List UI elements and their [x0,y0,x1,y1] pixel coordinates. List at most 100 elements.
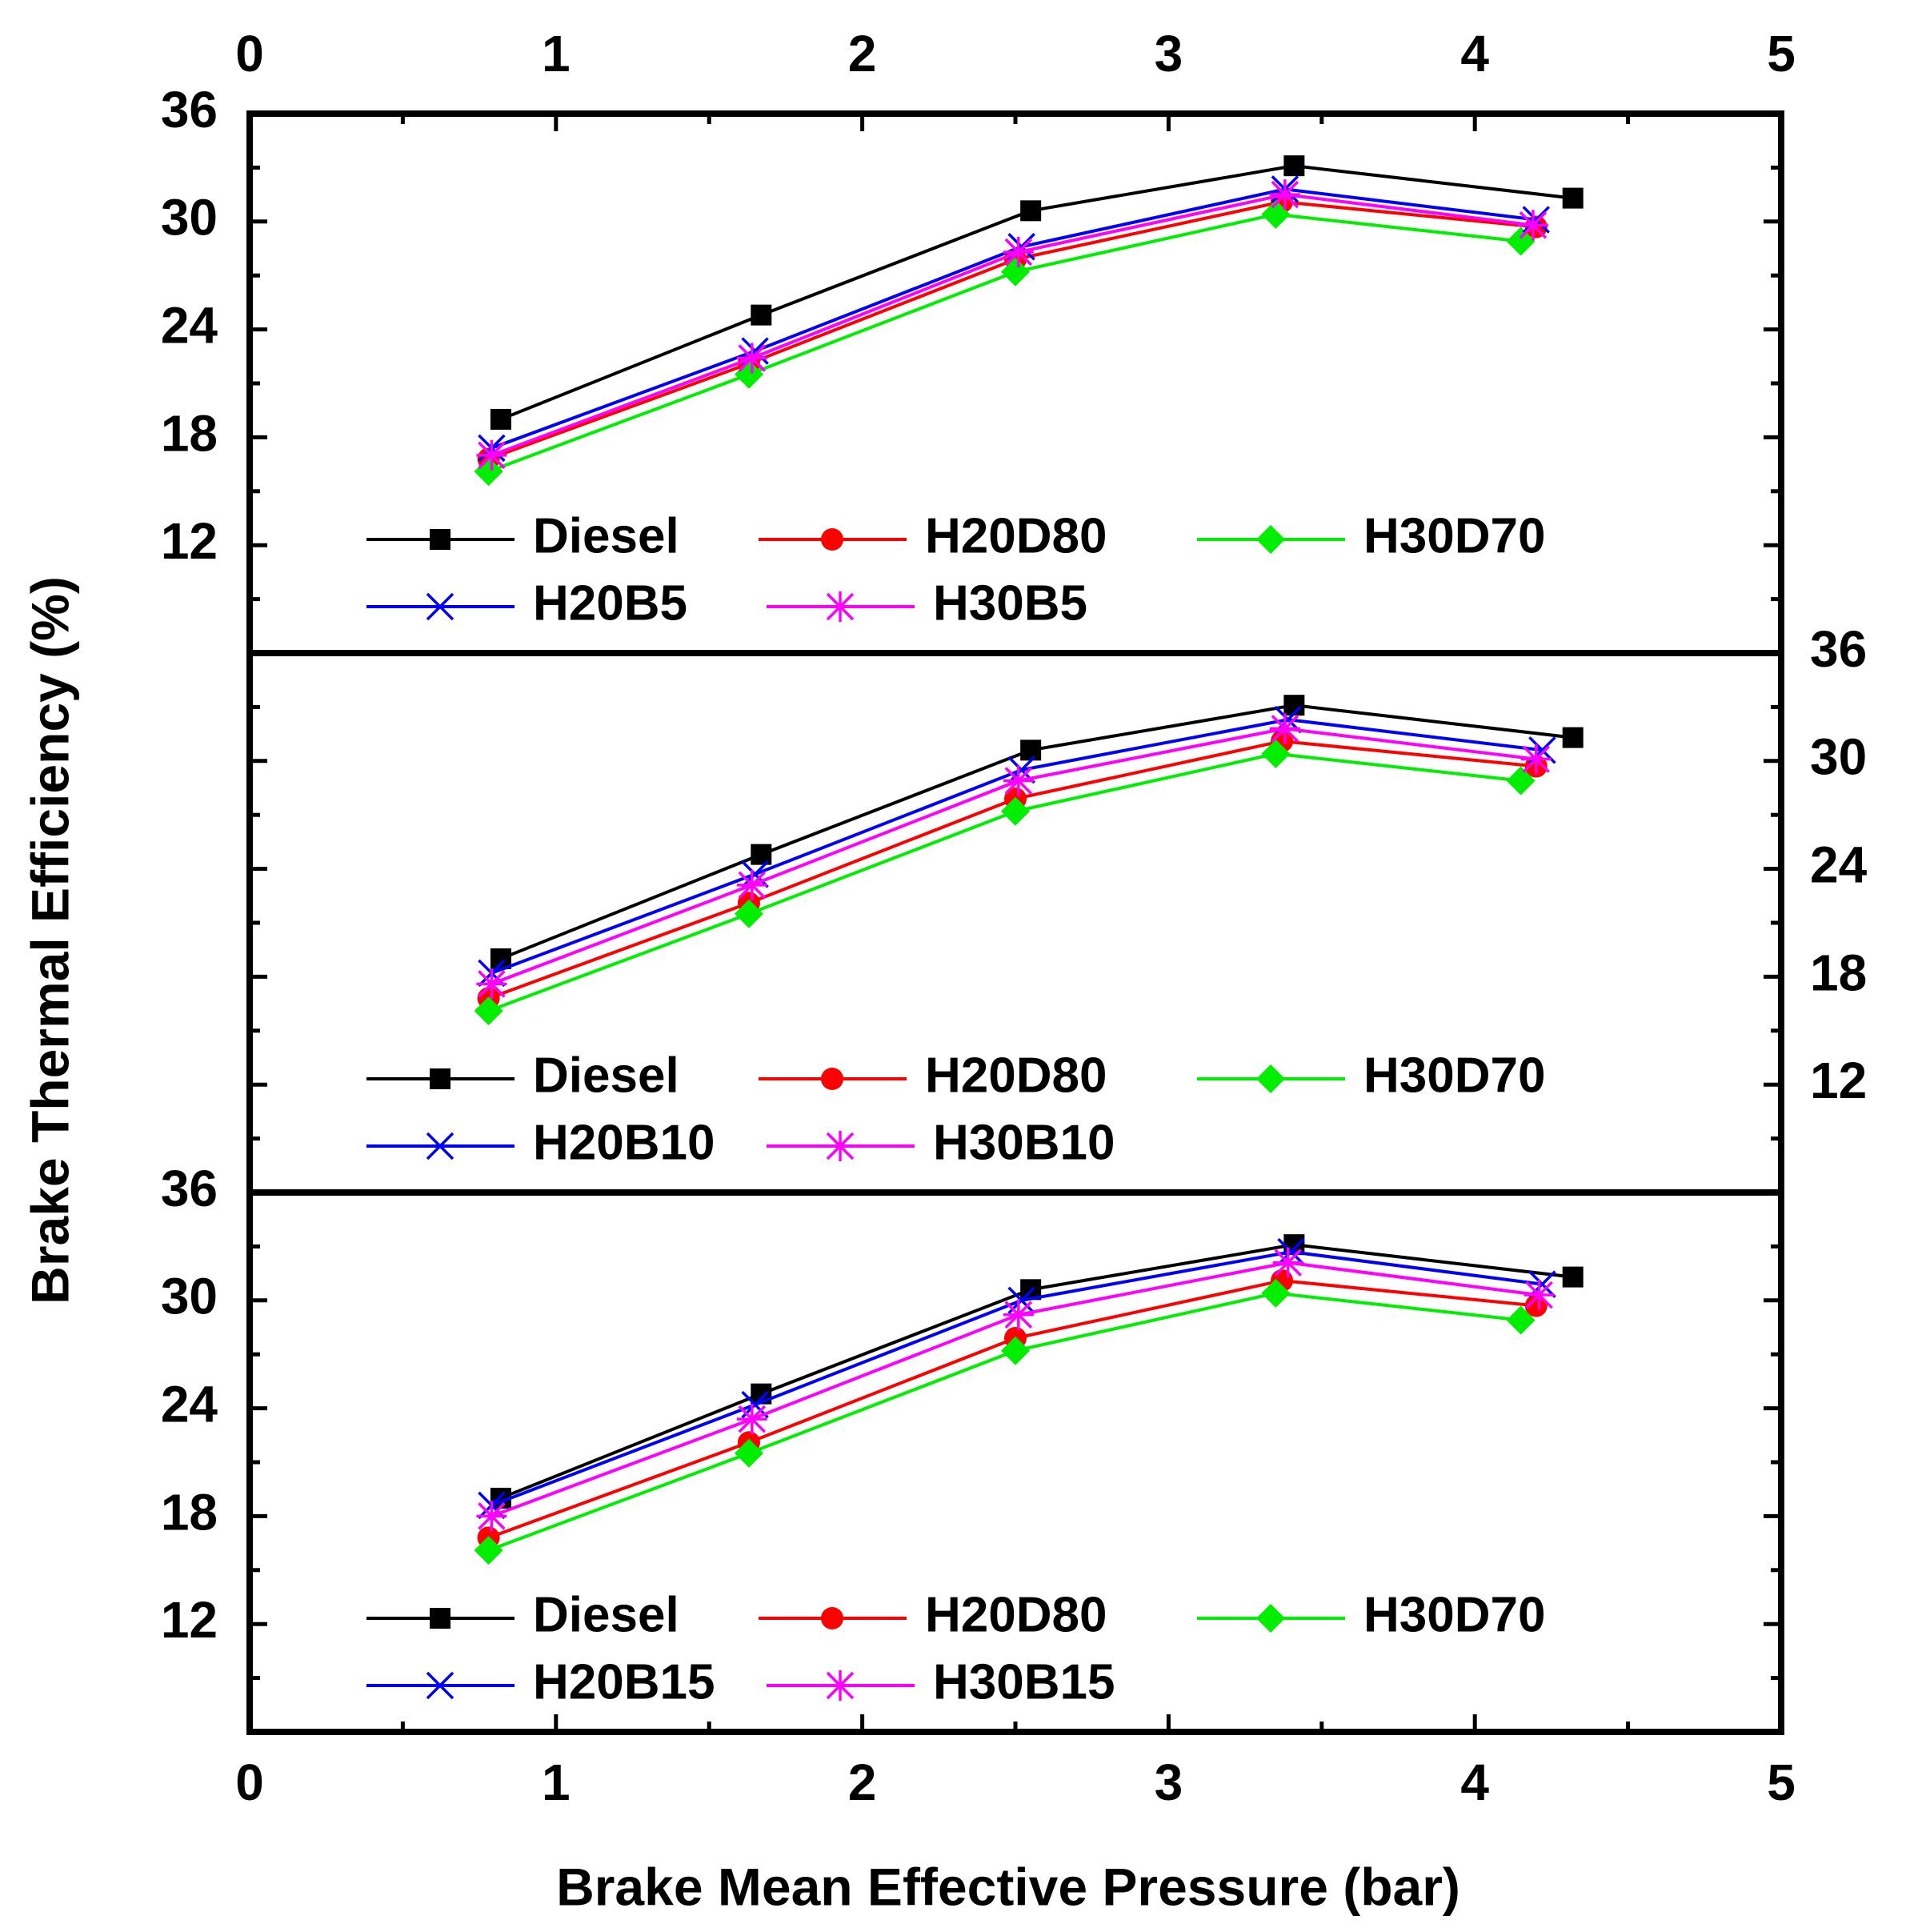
data-point [1261,1278,1291,1308]
legend-swatch-marker [426,1132,454,1160]
y-tick-label-left: 24 [161,1376,218,1433]
data-point [1506,766,1536,796]
y-tick-label-right: 30 [1810,728,1867,786]
data-point [1283,155,1305,177]
data-point [1003,765,1034,796]
data-point [1506,1305,1536,1335]
data-point [1562,1266,1584,1288]
data-point [1261,199,1291,229]
data-point [1524,1280,1555,1311]
y-tick-label-left: 12 [161,512,218,570]
data-point [1003,236,1034,267]
y-tick-label-left: 24 [161,297,218,355]
y-tick-label-left: 36 [161,1160,218,1217]
plot-frame [246,110,1784,1735]
x-axis-title: Brake Mean Effective Pressure (bar) [556,1857,1460,1916]
legend-swatch-marker [430,1068,450,1089]
data-point [736,1404,767,1435]
y-tick-label-left: 36 [161,81,218,138]
legend-label: H20D80 [925,1048,1107,1103]
data-point [1001,796,1030,826]
legend-swatch-marker [1256,1064,1285,1093]
data-point [1520,744,1552,775]
data-point [1020,740,1042,761]
y-tick-label-left: 30 [161,1268,218,1325]
data-point [1562,187,1584,209]
data-point [1517,210,1548,241]
legend-label: H20B15 [533,1654,715,1710]
legend-label: H20D80 [925,1587,1107,1642]
data-point [1562,727,1584,748]
x-tick-label-bottom: 3 [1155,1754,1183,1811]
legend-swatch-marker [426,592,454,621]
legend-swatch-marker [821,1607,843,1629]
data-point [476,1501,507,1532]
data-point [751,304,772,326]
x-tick-label-bottom: 2 [848,1754,877,1811]
data-point [1269,713,1300,744]
data-point [1269,179,1300,210]
y-tick-label-left: 18 [161,1483,218,1541]
legend-label: H20B10 [533,1115,715,1170]
legend-label: H30D70 [1363,1048,1545,1103]
x-tick-label-bottom: 1 [542,1754,571,1811]
data-point [736,869,767,900]
legend-swatch-marker [825,591,855,622]
x-tick-label-top: 0 [235,25,264,82]
legend-swatch-marker [821,528,843,551]
legend-label: H30D70 [1363,1587,1545,1642]
x-tick-label-top: 2 [848,25,877,82]
data-point [734,899,763,928]
data-point [490,408,511,430]
y-tick-label-left: 12 [161,1591,218,1649]
data-point [1020,200,1042,222]
legend-swatch-marker [825,1670,855,1701]
data-point [476,968,507,1000]
data-point [734,1438,763,1468]
legend-label: H30B15 [933,1654,1115,1710]
frame-layer [246,110,1784,1735]
data-point [1003,1299,1034,1330]
x-tick-label-bottom: 0 [235,1754,264,1811]
legend-label: H20B5 [533,575,687,631]
data-point [1522,206,1550,234]
legend-layer: Diesel H20D80 H30D70 H20B5 H30B5 Diesel H20D80… [366,508,1545,1710]
x-tick-label-top: 1 [542,25,571,82]
x-tick-label-top: 3 [1155,25,1183,82]
legend-swatch-marker [430,1608,450,1629]
legend-label: H30B5 [933,575,1087,631]
data-point [474,1536,503,1565]
legend-swatch-marker [430,529,450,550]
legend-swatch-marker [1256,1604,1285,1633]
data-point [1001,257,1030,287]
legend-label: H30B10 [933,1115,1115,1170]
y-tick-label-left: 30 [161,189,218,247]
data-point [476,439,507,471]
y-tick-label-right: 18 [1810,944,1867,1001]
legend-swatch-marker [821,1068,843,1090]
x-tick-label-bottom: 4 [1460,1754,1489,1811]
data-point [1277,1237,1305,1266]
legend-label: H20D80 [925,508,1107,563]
label-layer: 0011223344551218243036121824303612182430… [161,25,1868,1811]
series-layer [474,155,1584,1565]
y-tick-label-right: 12 [1810,1052,1867,1109]
y-tick-label-left: 18 [161,404,218,462]
data-point [1524,1294,1548,1317]
x-tick-label-bottom: 5 [1767,1754,1796,1811]
legend-swatch-marker [1256,525,1285,554]
legend-swatch-marker [825,1131,855,1161]
legend-label: Diesel [533,508,679,563]
data-point [1272,1247,1303,1278]
legend-label: Diesel [533,1048,679,1103]
data-point [1001,1336,1030,1365]
x-tick-label-top: 5 [1767,25,1796,82]
y-tick-label-right: 24 [1810,836,1868,894]
y-axis-title: Brake Thermal Efficiency (%) [20,576,79,1305]
data-point [1506,226,1536,256]
data-point [751,844,772,865]
data-point [1261,739,1291,768]
y-tick-label-right: 36 [1810,620,1867,678]
legend-swatch-marker [426,1671,454,1700]
